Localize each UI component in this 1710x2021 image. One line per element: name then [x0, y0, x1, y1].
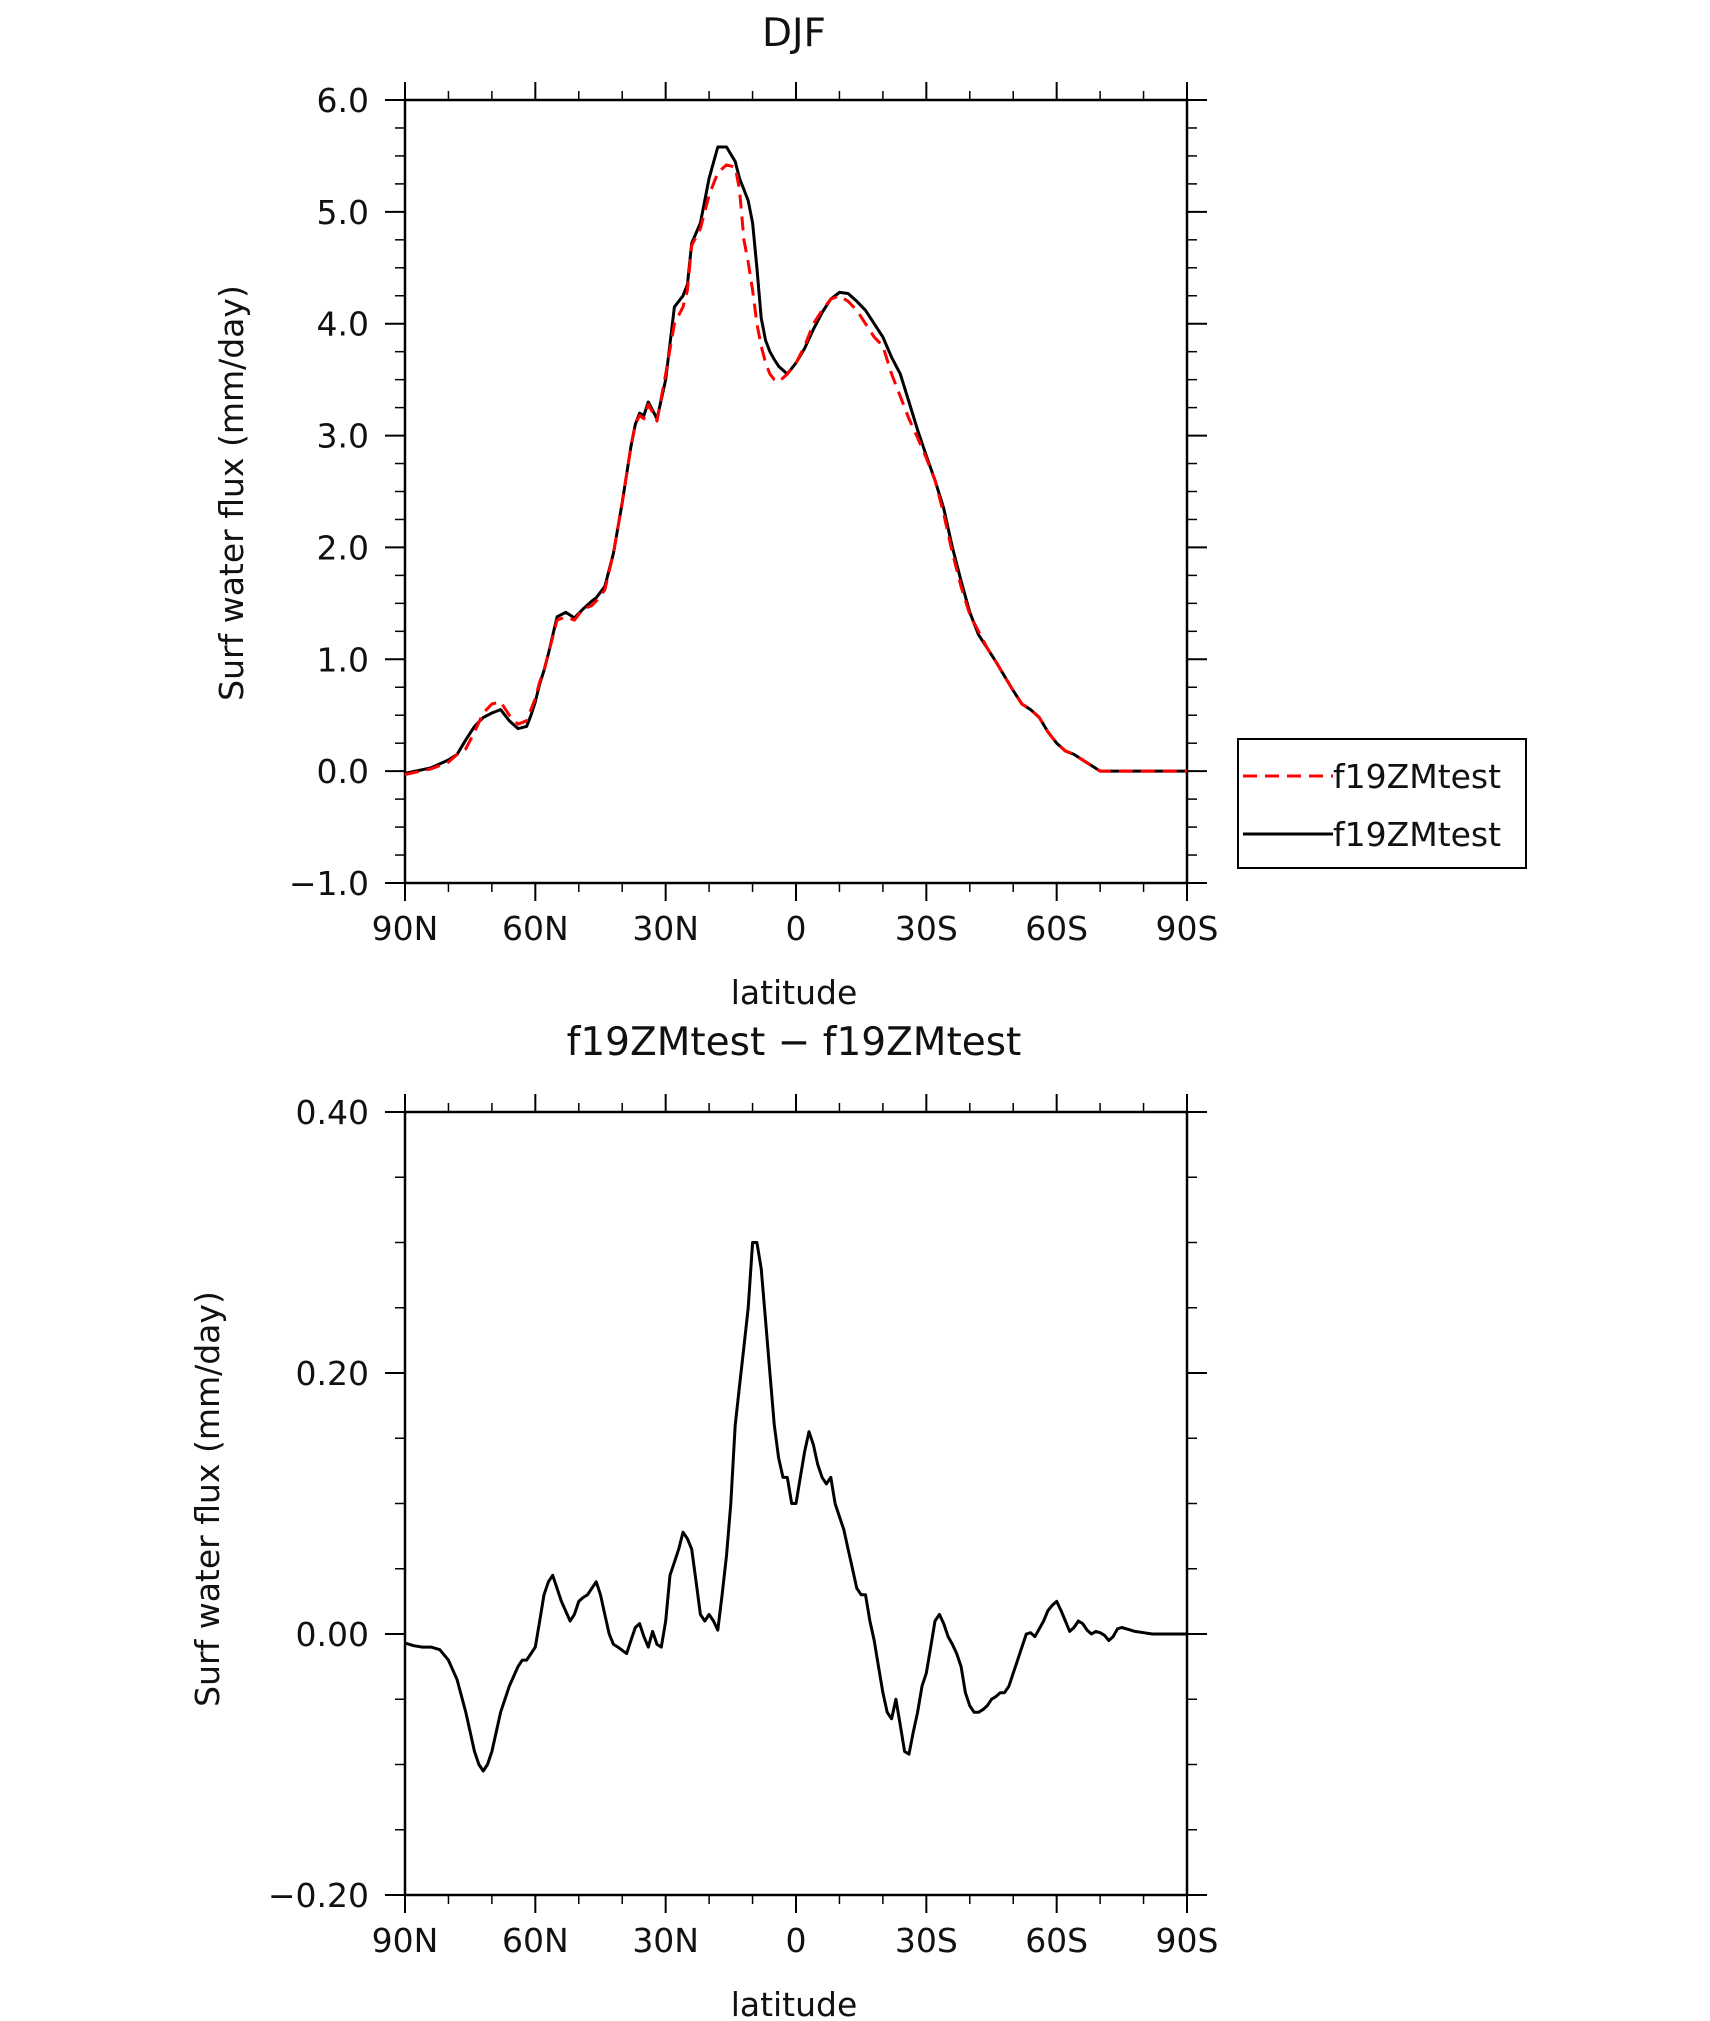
- bottom-panel-x-tick-label: 90N: [372, 1921, 439, 1960]
- bottom-panel-x-tick-label: 60N: [502, 1921, 569, 1960]
- top-panel-series-line-2: [404, 145, 1187, 775]
- top-panel-x-tick-label: 90N: [372, 909, 439, 948]
- bottom-panel-x-tick-label: 30S: [895, 1921, 958, 1960]
- top-panel-x-tick-label: 60N: [502, 909, 569, 948]
- legend-label-series-2: f19ZMtest: [1333, 815, 1501, 854]
- bottom-panel-y-tick-label: 0.40: [296, 1093, 369, 1132]
- bottom-panel-x-axis-label: latitude: [731, 1985, 858, 2021]
- top-panel-series-line-1: [404, 163, 1187, 776]
- top-panel-x-tick-label: 30S: [895, 909, 958, 948]
- legend-frame: [1237, 738, 1527, 869]
- top-panel-x-tick-label: 0: [786, 909, 807, 948]
- bottom-panel-y-tick-label: 0.00: [296, 1615, 369, 1654]
- bottom-panel-x-tick-label: 0: [786, 1921, 807, 1960]
- bottom-panel-difference: f19ZMtest − f19ZMtest latitude Surf wate…: [188, 1020, 1218, 2021]
- top-panel-y-tick-label: 4.0: [317, 305, 369, 344]
- legend: f19ZMtest f19ZMtest: [1237, 738, 1527, 869]
- bottom-panel-y-tick-label: 0.20: [296, 1354, 369, 1393]
- top-panel-y-tick-label: −1.0: [289, 864, 369, 903]
- bottom-panel-title: f19ZMtest − f19ZMtest: [567, 1020, 1022, 1065]
- top-panel-plot-frame: [403, 98, 1189, 885]
- top-panel-title: DJF: [762, 11, 826, 56]
- top-panel-y-tick-label: 1.0: [317, 640, 369, 679]
- top-panel-x-tick-label: 60S: [1025, 909, 1088, 948]
- top-panel-djf: DJF latitude Surf water flux (mm/day) 90…: [212, 11, 1218, 1012]
- top-panel-y-tick-label: 5.0: [317, 193, 369, 232]
- top-panel-y-tick-label: 6.0: [317, 81, 369, 120]
- top-panel-y-tick-label: 0.0: [317, 752, 369, 791]
- bottom-panel-difference-line: [404, 1241, 1187, 1773]
- top-panel-x-tick-label: 30N: [632, 909, 699, 948]
- bottom-panel-x-tick-label: 60S: [1025, 1921, 1088, 1960]
- top-panel-x-tick-label: 90S: [1156, 909, 1219, 948]
- top-panel-y-axis-label: Surf water flux (mm/day): [212, 285, 251, 701]
- legend-label-series-1: f19ZMtest: [1333, 757, 1501, 796]
- top-panel-y-tick-label: 3.0: [317, 417, 369, 456]
- top-panel-y-tick-label: 2.0: [317, 528, 369, 567]
- bottom-panel-x-tick-label: 30N: [632, 1921, 699, 1960]
- bottom-panel-x-tick-label: 90S: [1156, 1921, 1219, 1960]
- bottom-panel-y-tick-label: −0.20: [268, 1876, 369, 1915]
- bottom-panel-y-axis-label: Surf water flux (mm/day): [188, 1291, 227, 1707]
- top-panel-x-axis-label: latitude: [731, 973, 858, 1012]
